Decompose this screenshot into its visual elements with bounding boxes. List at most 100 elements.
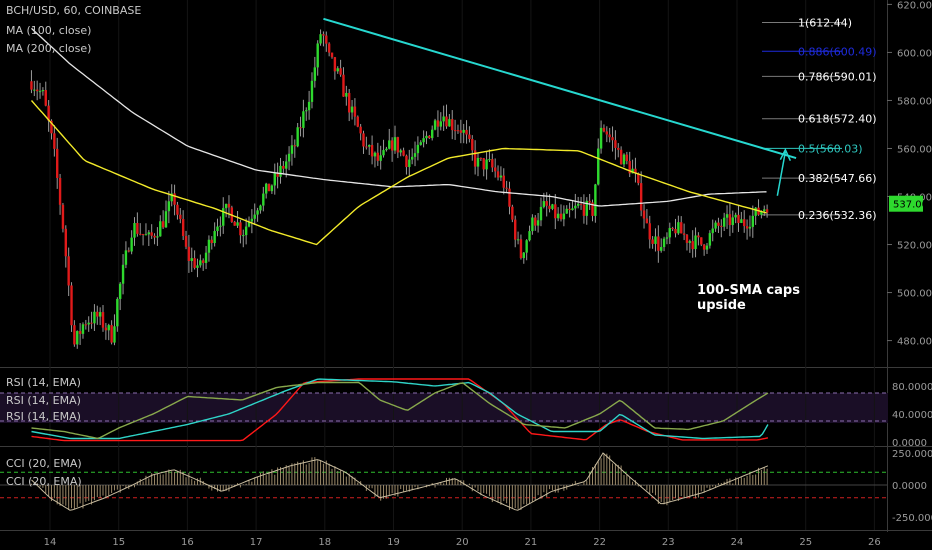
candle-body [81, 324, 85, 334]
candle-body [87, 322, 90, 325]
candle-body [554, 204, 557, 219]
candle-body [113, 326, 116, 343]
candle-body [734, 214, 737, 218]
fib-label: 0.618(572.40) [798, 113, 877, 126]
candle-body [385, 148, 388, 151]
candle-body [608, 134, 611, 138]
time-tick-label: 14 [44, 537, 57, 548]
candle-body [47, 105, 50, 121]
candle-body [677, 222, 680, 234]
time-tick-label: 22 [593, 537, 606, 548]
candle-body [379, 155, 382, 161]
candle-body [319, 34, 322, 44]
candle-body [244, 226, 248, 236]
candle-body [763, 209, 766, 212]
candle-body [685, 234, 689, 243]
candle-body [542, 201, 546, 207]
rsi-tick-label: 0.0000 [892, 438, 927, 449]
candle-body [694, 235, 697, 250]
moving-averages [30, 27, 767, 246]
candle-body [645, 218, 649, 224]
candle-body [562, 213, 566, 220]
cci-tick-label: 0.0000 [892, 481, 927, 492]
candle-body [176, 204, 179, 215]
candle-body [64, 228, 68, 257]
candle-body [250, 218, 254, 222]
candle-body [362, 133, 365, 147]
candle-body [307, 101, 311, 111]
projection-arrow-head [779, 147, 792, 162]
candle-body [671, 228, 674, 230]
rsi-band [0, 393, 888, 423]
candle-body [262, 193, 265, 206]
time-tick-label: 18 [318, 537, 331, 548]
candle-body [110, 325, 113, 343]
symbol-title: BCH/USD, 60, COINBASE [6, 4, 142, 17]
current-price-label: 537.00 [893, 200, 928, 211]
candle-body [187, 246, 191, 262]
candle-body [559, 213, 563, 220]
candle-body [682, 233, 686, 235]
projection-arrow-line [776, 151, 787, 196]
candle-body [619, 149, 623, 165]
candle-body [78, 331, 82, 334]
candle-body [674, 228, 677, 234]
candle-body [528, 231, 531, 241]
candle-body [150, 232, 153, 236]
trendline-group [323, 17, 797, 196]
rsi-line [31, 381, 769, 440]
candle-body [743, 219, 746, 227]
candle-body [448, 119, 451, 127]
candle-body [488, 159, 491, 161]
candle-body [336, 68, 339, 72]
candle-body [525, 240, 528, 253]
candle-body [456, 130, 460, 132]
candle-body [330, 52, 334, 58]
candle-body [476, 157, 480, 167]
time-tick-label: 21 [525, 537, 538, 548]
candle-body [760, 211, 763, 215]
candle-body [393, 137, 397, 151]
candle-body [305, 110, 308, 112]
candle-body [625, 154, 629, 162]
candle-body [382, 150, 385, 156]
annotation-note: 100-SMA caps upside [697, 283, 800, 313]
candle-body [433, 120, 437, 130]
candle-body [202, 260, 205, 263]
fib-label: 0.886(600.49) [798, 45, 877, 58]
candle-body [276, 172, 279, 177]
candle-body [216, 226, 219, 232]
candle-body [697, 235, 700, 238]
candle-body [765, 209, 769, 213]
fib-label: 0.382(547.66) [798, 172, 877, 185]
candle-body [141, 233, 145, 235]
candle-body [76, 331, 79, 345]
rsi-panel [0, 378, 887, 442]
candle-body [96, 311, 99, 317]
candle-body [299, 127, 302, 129]
candle-body [665, 237, 669, 239]
candle-body [639, 183, 643, 211]
time-tick-label: 25 [799, 537, 812, 548]
candle-body [705, 245, 709, 250]
candle-body [413, 153, 417, 157]
candle-body [196, 265, 199, 268]
candle-body [631, 168, 634, 174]
candle-body [147, 232, 151, 235]
cci-tick-label: -250.0000 [892, 513, 932, 524]
candle-body [453, 130, 457, 132]
candle-body [536, 220, 540, 226]
candle-body [224, 203, 228, 209]
candle-body [256, 210, 259, 215]
candle-body [359, 126, 362, 134]
price-tick-label: 500.00 [897, 289, 932, 300]
candle-body [597, 148, 600, 185]
candle-body [356, 116, 359, 127]
candle-body [405, 155, 408, 168]
candle-body [107, 325, 110, 331]
candle-body [754, 207, 757, 216]
candle-body [84, 324, 88, 326]
candle-body [565, 208, 568, 214]
candle-body [61, 204, 65, 229]
